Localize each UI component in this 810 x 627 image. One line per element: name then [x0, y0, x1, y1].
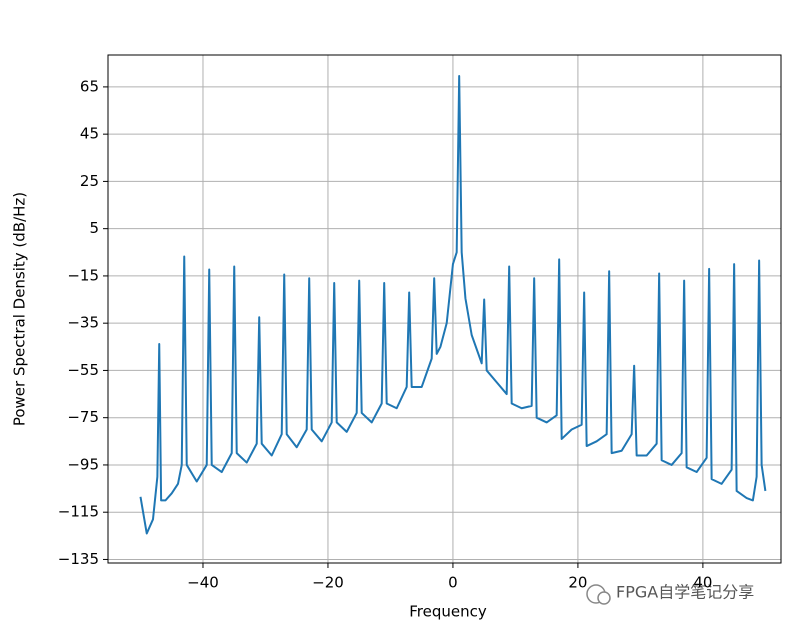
y-tick-label: −35 [67, 314, 99, 332]
y-tick-label: −55 [67, 361, 99, 379]
y-axis-label: Power Spectral Density (dB/Hz) [11, 192, 29, 426]
y-tick-label: 5 [89, 219, 99, 237]
y-tick-label: −75 [67, 408, 99, 426]
data-line [139, 75, 767, 535]
x-tick-label: −20 [312, 574, 344, 592]
y-tick-label: 45 [80, 125, 99, 143]
y-tick-label: −15 [67, 266, 99, 284]
y-tick-label: 65 [80, 77, 99, 95]
watermark-icon [586, 584, 611, 605]
watermark: FPGA自学笔记分享 [616, 583, 754, 602]
x-tick-label: 20 [568, 574, 587, 592]
y-tick-label: −115 [58, 503, 99, 521]
x-tick-label: −40 [187, 574, 219, 592]
x-axis-label: Frequency [409, 603, 487, 621]
x-tick-label: 40 [693, 574, 712, 592]
y-tick-label: 25 [80, 172, 99, 190]
x-tick-label: 0 [448, 574, 458, 592]
plot-frame [107, 54, 782, 564]
y-tick-label: −135 [58, 550, 99, 568]
y-tick-label: −95 [67, 455, 99, 473]
